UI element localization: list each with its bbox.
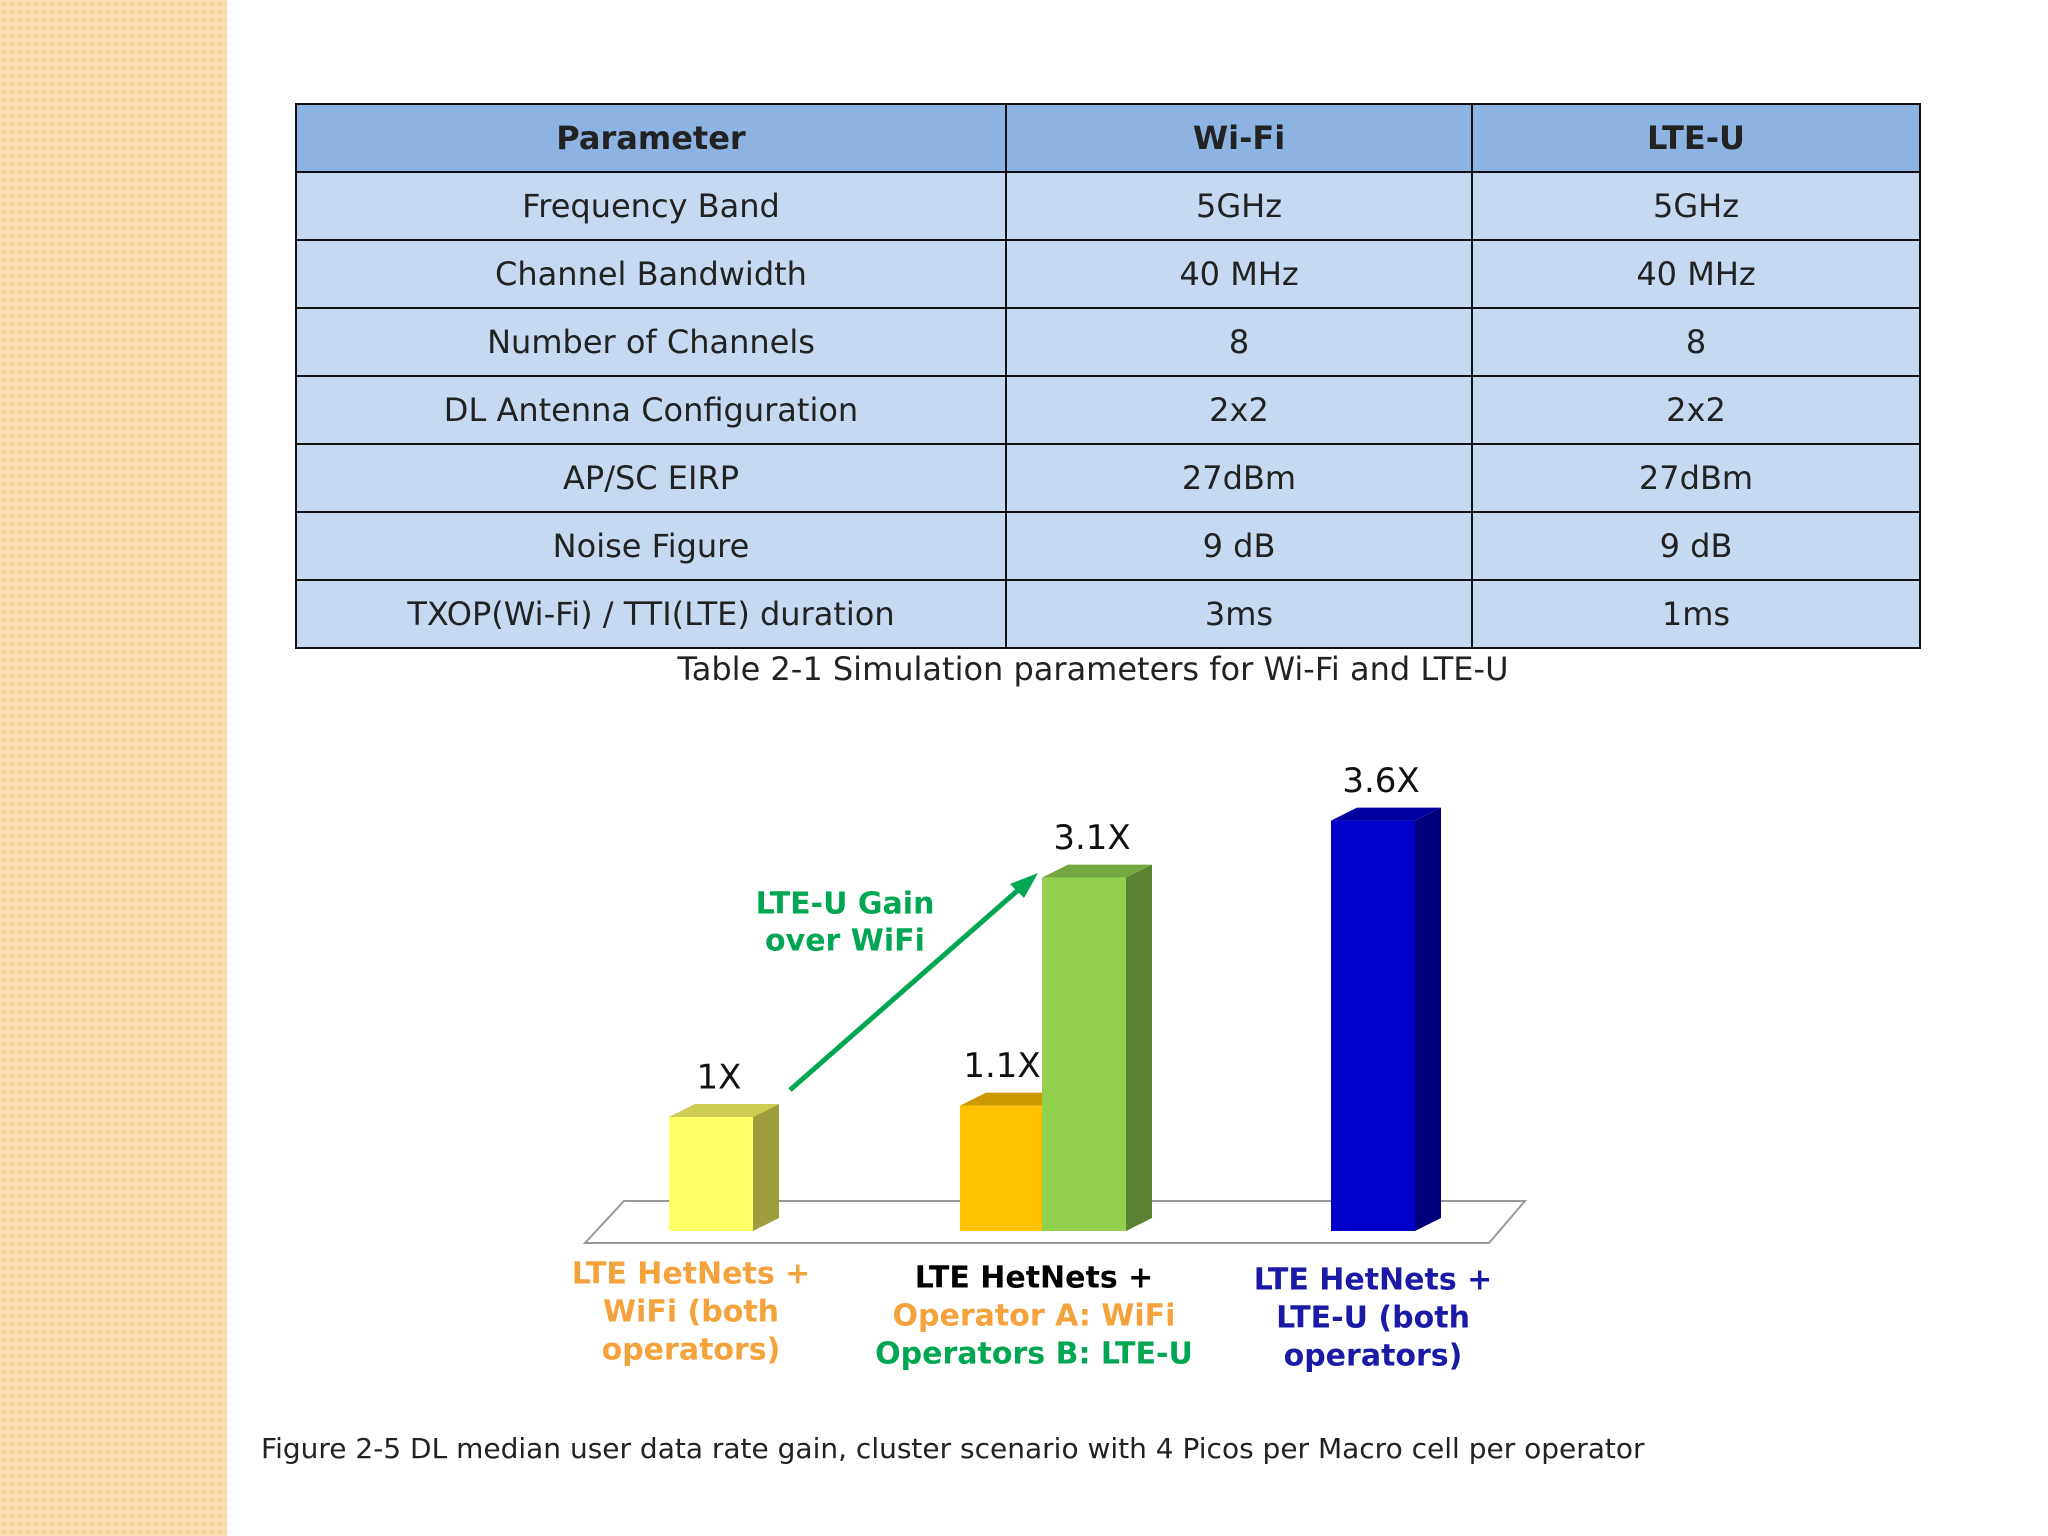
table-cell	[1005, 511, 1473, 581]
bar	[960, 1105, 1044, 1231]
cell-text: Noise Figure	[553, 527, 750, 565]
table-cell	[1005, 375, 1473, 445]
group-label: operators)	[602, 1333, 781, 1368]
arrow-label: over WiFi	[765, 924, 925, 959]
group-label: LTE HetNets +	[1254, 1263, 1493, 1298]
cell-text: 27dBm	[1182, 459, 1296, 497]
bar-side	[1415, 807, 1441, 1231]
header-text: Wi-Fi	[1193, 119, 1285, 157]
bar	[1042, 877, 1126, 1231]
figure-caption: Figure 2-5 DL median user data rate gain…	[261, 1432, 1645, 1465]
bar	[669, 1117, 753, 1231]
cell-text: TXOP(Wi-Fi) / TTI(LTE) duration	[406, 595, 894, 633]
value-label: 1X	[697, 1058, 742, 1098]
cell-text: Frequency Band	[522, 187, 780, 225]
cell-text: Number of Channels	[487, 323, 815, 361]
bar-side	[753, 1104, 779, 1231]
group-label: Operators B: LTE-U	[875, 1337, 1193, 1372]
cell-text: DL Antenna Configuration	[444, 391, 858, 429]
table-cell	[1005, 171, 1473, 241]
cell-text: Channel Bandwidth	[495, 255, 807, 293]
table-cell	[1471, 239, 1921, 309]
cell-text: 5GHz	[1196, 187, 1282, 225]
cell-text: AP/SC EIRP	[563, 459, 739, 497]
group-label: LTE HetNets +	[572, 1257, 811, 1292]
bar-top	[669, 1104, 779, 1117]
table-cell	[1005, 443, 1473, 513]
cell-text: 40 MHz	[1179, 255, 1298, 293]
bar-top	[1331, 807, 1441, 821]
header-text: Parameter	[556, 119, 746, 157]
table-cell	[1471, 375, 1921, 445]
cell-text: 5GHz	[1653, 187, 1739, 225]
bar-side	[1126, 864, 1152, 1231]
table-cell	[295, 579, 1007, 649]
value-label: 3.1X	[1053, 818, 1130, 858]
header-cell	[1471, 103, 1921, 173]
arrow-label: LTE-U Gain	[756, 887, 935, 922]
table-cell	[1471, 443, 1921, 513]
table-cell	[1471, 307, 1921, 377]
cell-text: 9 dB	[1660, 527, 1733, 565]
header-text: LTE-U	[1647, 119, 1745, 157]
cell-text: 8	[1686, 323, 1706, 361]
cell-text: 27dBm	[1639, 459, 1753, 497]
group-label: operators)	[1284, 1339, 1463, 1374]
group-label: LTE HetNets +	[915, 1261, 1154, 1296]
table-cell	[1471, 579, 1921, 649]
gain-arrow	[788, 882, 1027, 1092]
bar	[1331, 820, 1415, 1231]
group-label: LTE-U (both	[1276, 1301, 1470, 1336]
cell-text: 2x2	[1209, 391, 1269, 429]
table-cell	[295, 239, 1007, 309]
header-cell	[295, 103, 1007, 173]
bar-top	[1042, 864, 1152, 878]
table-cell	[1471, 171, 1921, 241]
cell-text: 1ms	[1662, 595, 1730, 633]
arrow-head	[1010, 873, 1038, 898]
cell-text: 8	[1229, 323, 1249, 361]
value-label: 1.1X	[963, 1046, 1040, 1086]
cell-text: 9 dB	[1203, 527, 1276, 565]
cell-text: 2x2	[1666, 391, 1726, 429]
cell-text: 40 MHz	[1636, 255, 1755, 293]
table-caption: Table 2-1 Simulation parameters for Wi-F…	[677, 650, 1509, 688]
cell-text: 3ms	[1205, 595, 1273, 633]
table-cell	[295, 443, 1007, 513]
side-stripe	[0, 0, 227, 1536]
table-cell	[295, 171, 1007, 241]
table-cell	[295, 375, 1007, 445]
group-label: Operator A: WiFi	[893, 1299, 1176, 1334]
group-label: WiFi (both	[603, 1295, 779, 1330]
table-cell	[1005, 579, 1473, 649]
value-label: 3.6X	[1342, 761, 1419, 801]
